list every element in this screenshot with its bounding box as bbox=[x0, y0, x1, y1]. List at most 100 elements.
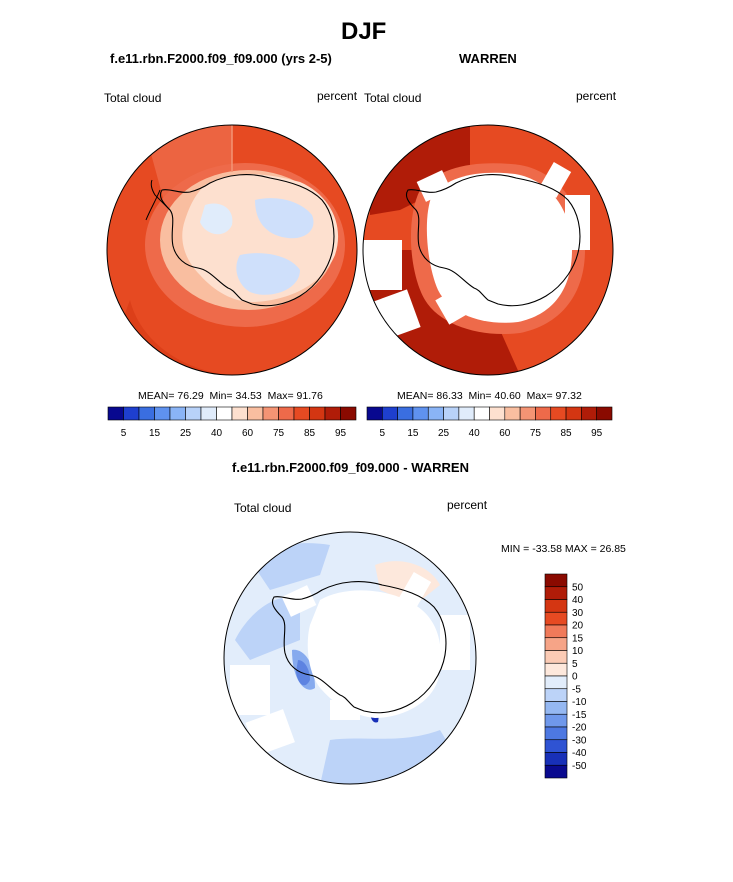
map-obs-missing-5 bbox=[538, 162, 572, 198]
map-obs-border bbox=[362, 124, 614, 376]
colorbar-swatch bbox=[544, 662, 568, 677]
colorbar-swatch bbox=[544, 624, 568, 639]
map-diff-missing-6 bbox=[398, 572, 432, 608]
colorbar-tick-label: 95 bbox=[335, 428, 347, 439]
colorbar-tick-label: 25 bbox=[180, 428, 192, 439]
panel-obs-subtitle: WARREN bbox=[459, 51, 517, 66]
colorbar-swatch bbox=[154, 406, 171, 421]
colorbar-swatch bbox=[504, 406, 521, 421]
colorbar-swatch bbox=[565, 406, 582, 421]
map-model-low-cloud-1 bbox=[255, 198, 314, 239]
colorbar-obs: 5 15 25 40 60 75 85 95 bbox=[366, 406, 613, 439]
colorbar-tick-label: -40 bbox=[572, 748, 587, 759]
colorbar-swatch bbox=[366, 406, 383, 421]
max-label: Max= bbox=[267, 390, 294, 402]
map-diff-border bbox=[223, 531, 477, 785]
colorbar-tick-label: 85 bbox=[304, 428, 316, 439]
map-model-light-band bbox=[150, 125, 232, 205]
colorbar-swatch bbox=[544, 726, 568, 741]
colorbar-swatch bbox=[340, 406, 357, 421]
panel-obs-stats: MEAN= 86.33 Min= 40.60 Max= 97.32 bbox=[397, 390, 582, 402]
colorbar-tick-label: 85 bbox=[561, 428, 573, 439]
colorbar-swatch bbox=[544, 586, 568, 600]
colorbar-swatch bbox=[544, 637, 568, 651]
min-label: Min= bbox=[209, 390, 233, 402]
colorbar-swatch bbox=[473, 406, 490, 421]
max-value: 91.76 bbox=[296, 390, 323, 402]
colorbar-tick-label: -20 bbox=[572, 723, 587, 734]
colorbar-tick-label: -5 bbox=[572, 684, 581, 695]
colorbar-tick-label: 40 bbox=[572, 595, 584, 606]
colorbar-swatch bbox=[324, 406, 341, 421]
colorbar-swatch bbox=[138, 406, 155, 421]
colorbar-tick-label: 60 bbox=[499, 428, 511, 439]
panel-diff-units-label: percent bbox=[447, 498, 488, 512]
panel-model-stats: MEAN= 76.29 Min= 34.53 Max= 91.76 bbox=[138, 390, 323, 402]
colorbar-swatch bbox=[519, 406, 536, 421]
colorbar-swatch bbox=[427, 406, 444, 421]
colorbar-swatch bbox=[581, 406, 597, 421]
colorbar-swatch bbox=[412, 406, 429, 421]
colorbar-tick-label: 25 bbox=[438, 428, 450, 439]
colorbar-swatch bbox=[247, 406, 264, 421]
colorbar-tick-label: 15 bbox=[407, 428, 419, 439]
colorbar-swatch bbox=[544, 739, 568, 753]
min-value: 34.53 bbox=[235, 390, 262, 402]
min-label: Min= bbox=[468, 390, 492, 402]
max-label: Max= bbox=[526, 390, 553, 402]
mean-label: MEAN= bbox=[138, 390, 175, 402]
panel-obs-units-label: percent bbox=[576, 89, 617, 103]
colorbar-tick-label: 20 bbox=[572, 621, 584, 632]
colorbar-tick-label: 75 bbox=[273, 428, 285, 439]
colorbar-tick-label: -50 bbox=[572, 761, 587, 772]
map-model-border bbox=[106, 124, 358, 376]
colorbar-swatch bbox=[544, 650, 568, 664]
colorbar-tick-label: 75 bbox=[530, 428, 542, 439]
colorbar-tick-label: 5 bbox=[380, 428, 386, 439]
map-diff-missing-3 bbox=[281, 585, 317, 617]
colorbar-swatch bbox=[489, 406, 506, 421]
colorbar-tick-label: 10 bbox=[572, 646, 584, 657]
mean-value: 86.33 bbox=[436, 390, 463, 402]
colorbar-swatch bbox=[169, 406, 186, 421]
panel-model-subtitle: f.e11.rbn.F2000.f09_f09.000 (yrs 2-5) bbox=[110, 51, 332, 66]
colorbar-tick-label: -10 bbox=[572, 697, 587, 708]
page-title: DJF bbox=[341, 18, 387, 45]
colorbar-swatch bbox=[293, 406, 310, 421]
colorbar-swatch bbox=[107, 406, 124, 421]
colorbar-swatch bbox=[544, 573, 568, 588]
map-diff-missing-2 bbox=[440, 615, 470, 670]
colorbar-tick-label: 40 bbox=[469, 428, 481, 439]
panel-diff-subtitle: f.e11.rbn.F2000.f09_f09.000 - WARREN bbox=[232, 460, 469, 475]
colorbar-swatch bbox=[231, 406, 248, 421]
map-diff-ice bbox=[307, 590, 441, 718]
min-value: 40.60 bbox=[494, 390, 521, 402]
colorbar-tick-label: 50 bbox=[572, 582, 584, 593]
colorbar-swatch bbox=[550, 406, 567, 421]
colorbar-tick-label: -30 bbox=[572, 735, 587, 746]
colorbar-swatch bbox=[309, 406, 326, 421]
colorbar-tick-label: 15 bbox=[572, 633, 584, 644]
map-diff-coastline bbox=[271, 581, 447, 714]
max-value: 97.32 bbox=[555, 390, 582, 402]
mean-value: 76.29 bbox=[177, 390, 204, 402]
map-obs-missing-1 bbox=[363, 240, 402, 290]
map-obs-coastline bbox=[405, 174, 581, 307]
colorbar-tick-label: 60 bbox=[242, 428, 254, 439]
map-diff bbox=[224, 532, 476, 784]
panel-model-units-label: percent bbox=[317, 89, 358, 103]
colorbar-swatch bbox=[278, 406, 295, 421]
colorbar-swatch bbox=[544, 713, 568, 728]
map-model-low-cloud-2 bbox=[236, 253, 300, 295]
colorbar-swatch bbox=[382, 406, 398, 421]
colorbar-tick-label: 95 bbox=[591, 428, 603, 439]
colorbar-swatch bbox=[544, 701, 568, 715]
panel-model-field-label: Total cloud bbox=[104, 91, 162, 105]
map-obs-light-patch bbox=[435, 282, 480, 325]
map-diff-mid-blue-1 bbox=[292, 649, 315, 690]
map-model-peninsula bbox=[145, 179, 171, 221]
colorbar-swatch bbox=[544, 675, 568, 690]
panel-obs-field-label: Total cloud bbox=[364, 91, 422, 105]
